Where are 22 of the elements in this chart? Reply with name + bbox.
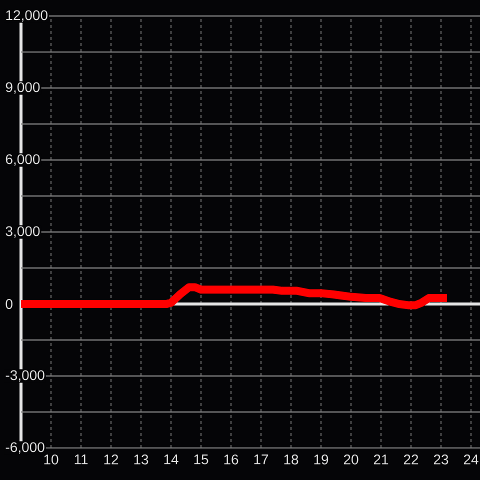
y-tick-label: 6,000 (6, 154, 40, 166)
x-tick-label: 18 (284, 454, 298, 464)
x-tick-label: 23 (434, 454, 448, 464)
x-tick-label: 12 (104, 454, 118, 464)
x-tick-label: 16 (224, 454, 238, 464)
x-tick-label: 20 (344, 454, 358, 464)
y-tick-label: -3,000 (6, 370, 44, 382)
x-tick-label: 13 (134, 454, 148, 464)
y-tick-label: -6,000 (6, 442, 44, 454)
x-tick-label: 15 (194, 454, 208, 464)
y-tick-label: 3,000 (6, 226, 40, 238)
x-tick-label: 10 (44, 454, 58, 464)
y-tick-label: 9,000 (6, 82, 40, 94)
x-tick-label: 24 (464, 454, 478, 464)
x-tick-label: 22 (404, 454, 418, 464)
x-tick-label: 14 (164, 454, 178, 464)
x-tick-label: 21 (374, 454, 388, 464)
x-tick-label: 17 (254, 454, 268, 464)
x-tick-label: 11 (74, 454, 88, 464)
y-tick-label: 0 (6, 299, 12, 309)
x-tick-label: 19 (314, 454, 328, 464)
y-tick-label: 12,000 (6, 10, 48, 22)
